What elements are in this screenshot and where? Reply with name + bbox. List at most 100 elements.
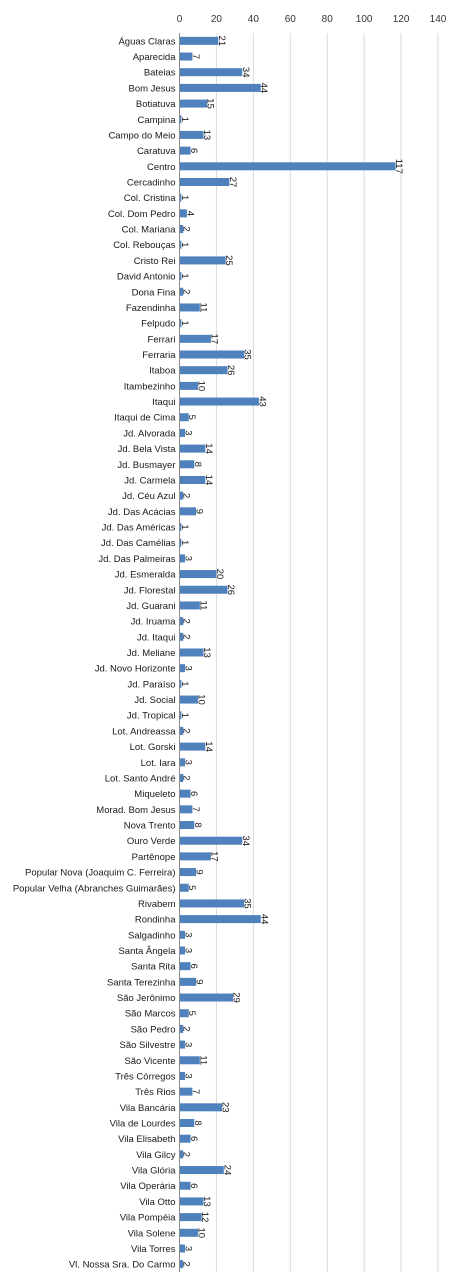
category-label: Vila de Lourdes: [110, 1119, 176, 1130]
bar: [180, 287, 184, 296]
data-label: 25: [223, 255, 234, 266]
bar: [180, 523, 182, 532]
category-label: Col. Mariana: [122, 225, 177, 236]
bar: [180, 758, 186, 767]
data-label: 1: [179, 540, 190, 545]
data-label: 13: [201, 647, 212, 658]
bar: [180, 1213, 202, 1222]
category-label: Lot. Iara: [141, 758, 177, 769]
category-label: São Jerônimo: [117, 993, 176, 1004]
category-label: Jd. Esmeralda: [115, 570, 176, 581]
bar: [180, 1119, 195, 1128]
category-label: Vila Pompéia: [120, 1213, 177, 1224]
category-label: Lot. Gorski: [130, 742, 176, 753]
bar: [180, 507, 197, 516]
bar: [180, 868, 197, 877]
x-axis-ticks: 0 20 40 60 80 100 120 140: [177, 14, 447, 25]
data-label: 2: [181, 728, 192, 733]
bar: [180, 240, 182, 249]
bar: [180, 162, 396, 171]
data-label: 6: [188, 791, 199, 796]
category-label: Jd. Social: [134, 695, 175, 706]
category-label: Jd. Céu Azul: [122, 491, 175, 502]
bar: [180, 475, 206, 484]
category-label: São Vicente: [124, 1056, 175, 1067]
data-label: 1: [179, 117, 190, 122]
category-label: Jd. Bela Vista: [118, 444, 177, 455]
category-label: Salgadinho: [128, 930, 176, 941]
category-label: Jd. Florestal: [124, 585, 176, 596]
x-tick-label: 120: [393, 14, 410, 25]
data-label: 34: [240, 835, 251, 846]
bar: [180, 1134, 191, 1143]
bar: [180, 366, 228, 375]
gridlines: [215, 33, 439, 1272]
category-label: Vila Operária: [120, 1181, 176, 1192]
category-label: Rondinha: [135, 915, 176, 926]
bar: [180, 679, 182, 688]
data-label: 44: [258, 914, 269, 925]
data-label: 35: [242, 349, 253, 360]
category-label: São Silvestre: [120, 1040, 176, 1051]
bar: [180, 962, 191, 971]
bar: [180, 585, 228, 594]
category-label: Jd. Novo Horizonte: [95, 664, 176, 675]
bar: [180, 1087, 193, 1096]
data-label: 11: [197, 303, 208, 313]
data-label: 1: [179, 320, 190, 325]
bar: [180, 899, 245, 908]
bar: [180, 444, 206, 453]
data-label: 1: [179, 681, 190, 686]
category-label: Vila Bancária: [120, 1103, 177, 1114]
bar: [180, 789, 191, 798]
data-label: 24: [221, 1165, 232, 1176]
data-label: 11: [197, 601, 208, 611]
category-labels: Águas Claras Aparecida Bateias Bom Jesus Bot…: [13, 36, 176, 1270]
data-label: 10: [195, 1228, 206, 1239]
category-label: Col. Rebouças: [113, 240, 176, 251]
category-label: Três Rios: [135, 1087, 176, 1098]
data-label: 34: [240, 67, 251, 78]
data-label: 2: [181, 226, 192, 231]
bar: [180, 193, 182, 202]
data-label: 17: [208, 851, 219, 862]
category-label: Col. Dom Pedro: [108, 209, 176, 220]
bar: [180, 319, 182, 328]
category-label: Ferrari: [148, 334, 176, 345]
data-label: 2: [181, 634, 192, 639]
category-label: Jd. Paraíso: [127, 679, 175, 690]
category-label: Santa Rita: [131, 962, 176, 973]
bar: [180, 491, 184, 500]
data-label: 2: [181, 289, 192, 294]
category-label: Col. Cristina: [124, 193, 176, 204]
bar: [180, 726, 184, 735]
data-label: 7: [190, 1089, 201, 1094]
data-label: 14: [203, 475, 214, 486]
bar: [180, 334, 211, 343]
category-label: Jd. Iruama: [131, 617, 177, 628]
data-label: 3: [183, 932, 194, 937]
category-label: David Antonio: [117, 272, 176, 283]
bar: [180, 773, 184, 782]
bar: [180, 1197, 204, 1206]
data-label: 8: [192, 822, 203, 827]
category-label: Jd. Itaqui: [137, 632, 176, 643]
data-label: 12: [199, 1212, 210, 1223]
data-label: 9: [194, 869, 205, 874]
data-label: 26: [225, 584, 236, 595]
bar: [180, 601, 200, 610]
data-label: 27: [227, 177, 238, 188]
bar: [180, 272, 182, 281]
category-label: Morad. Bom Jesus: [96, 805, 175, 816]
data-label: 3: [183, 1042, 194, 1047]
category-label: Rivabem: [138, 899, 176, 910]
category-label: Popular Velha (Abranches Guimarães): [13, 883, 176, 894]
category-label: Santa Ângela: [118, 946, 176, 957]
category-label: Ferraria: [142, 350, 176, 361]
data-label: 9: [194, 979, 205, 984]
data-label: 10: [195, 694, 206, 705]
data-label: 1: [179, 713, 190, 718]
bar: [180, 836, 243, 845]
bar: [180, 1244, 186, 1253]
bar: [180, 695, 198, 704]
